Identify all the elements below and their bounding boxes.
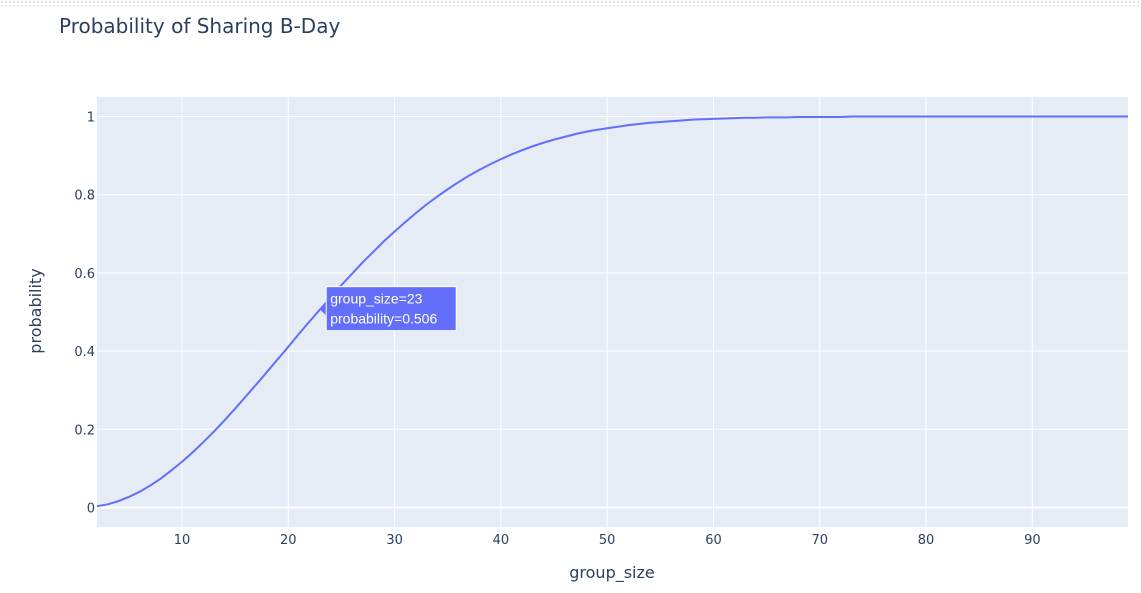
hover-tooltip: group_size=23 probability=0.506 (320, 286, 457, 332)
hover-tooltip-pointer (320, 303, 327, 316)
chart-title: Probability of Sharing B-Day (59, 14, 340, 38)
x-tick-label: 30 (386, 533, 403, 548)
x-tick-label: 60 (705, 533, 722, 548)
y-tick-label: 1 (87, 111, 95, 126)
x-tick-label: 70 (811, 533, 828, 548)
x-tick-label: 80 (918, 533, 935, 548)
y-tick-label: 0.4 (74, 345, 95, 360)
hover-tooltip-box (325, 286, 457, 332)
series-line-probability[interactable] (96, 115, 1128, 508)
y-tick-label: 0.2 (74, 423, 95, 438)
y-tick-label: 0 (87, 501, 95, 516)
y-tick-label: 0.8 (74, 189, 95, 204)
hover-tooltip-line-1: group_size=23 (330, 291, 422, 307)
x-tick-label: 20 (280, 533, 297, 548)
top-edge-dots (0, 0, 1141, 6)
x-tick-label: 40 (493, 533, 510, 548)
x-gridlines (181, 97, 1033, 527)
y-tick-label: 0.6 (74, 267, 95, 282)
y-gridlines (97, 116, 1128, 509)
y-axis-title: probability (26, 268, 45, 353)
x-tick-label: 10 (174, 533, 191, 548)
x-tick-label: 90 (1024, 533, 1041, 548)
y-tick-labels: 0 0.2 0.4 0.6 0.8 1 (74, 111, 95, 517)
x-axis-title: group_size (569, 563, 655, 583)
hover-tooltip-line-2: probability=0.506 (330, 311, 437, 327)
x-tick-label: 50 (599, 533, 616, 548)
plot-background[interactable] (97, 97, 1128, 527)
x-tick-labels: 10 20 30 40 50 60 70 80 90 (174, 533, 1041, 548)
